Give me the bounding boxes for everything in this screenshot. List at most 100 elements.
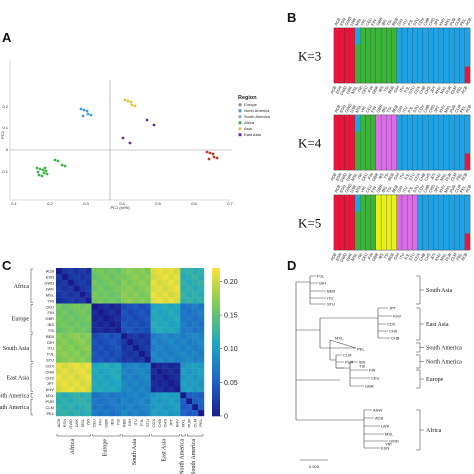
- heatmap-cell: [109, 386, 116, 393]
- heatmap-cell: [73, 333, 80, 340]
- heatmap-cell: [168, 303, 175, 310]
- colorbar-segment: [212, 332, 220, 335]
- heatmap-col-label: TSI: [115, 419, 120, 425]
- heatmap-cell: [73, 380, 80, 387]
- heatmap-col-label: KHV: [175, 419, 180, 428]
- heatmap-col-brace: [121, 434, 150, 437]
- heatmap-cell: [144, 303, 151, 310]
- heatmap-cell: [97, 273, 104, 281]
- heatmap-row-group: Europe: [12, 316, 30, 322]
- heatmap-cell: [97, 303, 104, 310]
- heatmap-cell: [115, 297, 122, 304]
- heatmap-cell: [91, 303, 98, 310]
- heatmap-cell: [180, 268, 187, 275]
- heatmap-cell: [67, 380, 74, 387]
- heatmap-cell: [121, 350, 128, 357]
- admix-pop-label: IBS: [377, 252, 385, 260]
- pca-point: [205, 150, 209, 154]
- heatmap-cell: [103, 339, 110, 346]
- heatmap-cell: [168, 374, 175, 381]
- heatmap-cell: [79, 398, 86, 405]
- admix-pop-label: FIN: [367, 172, 375, 180]
- heatmap-cell: [103, 285, 110, 292]
- heatmap-cell: [115, 344, 122, 352]
- k-label: K=3: [298, 49, 321, 64]
- heatmap-row-brace: [30, 333, 33, 362]
- heatmap-cell: [138, 404, 145, 411]
- heatmap-cell: [56, 380, 63, 387]
- pca-point: [85, 109, 89, 113]
- heatmap-cell: [132, 285, 140, 292]
- heatmap-cell: [67, 356, 74, 363]
- heatmap-cell: [79, 321, 86, 328]
- heatmap-cell: [85, 404, 92, 411]
- colorbar-segment: [212, 322, 220, 326]
- colorbar-tick-label: 0.10: [224, 346, 238, 353]
- heatmap-cell: [144, 268, 151, 275]
- heatmap-cell: [162, 392, 169, 399]
- heatmap-cell: [198, 339, 205, 346]
- admix-pop-label: CEU: [360, 85, 369, 95]
- heatmap-cell: [56, 350, 63, 357]
- heatmap-cell: [73, 350, 80, 357]
- heatmap-row-group: East Asia: [7, 376, 30, 382]
- heatmap-cell: [121, 303, 128, 310]
- heatmap-cell: [198, 309, 205, 316]
- heatmap-cell: [150, 279, 157, 286]
- heatmap-cell: [91, 344, 98, 352]
- admix-pop-label: FIN: [370, 185, 378, 193]
- heatmap-cell: [127, 362, 134, 369]
- heatmap-cell: [79, 297, 86, 304]
- heatmap-col-label: YRI: [86, 419, 91, 426]
- heatmap-cell: [121, 339, 128, 346]
- admix-pop-label: ESN: [334, 252, 342, 262]
- heatmap-cell: [186, 386, 193, 393]
- legend-marker: [238, 109, 242, 113]
- heatmap-cell: [138, 303, 145, 310]
- heatmap-cell: [192, 404, 199, 411]
- heatmap-cell: [144, 339, 151, 346]
- heatmap-cell: [174, 303, 181, 310]
- heatmap-cell: [109, 268, 116, 275]
- pca-point: [126, 99, 130, 103]
- heatmap-cell: [174, 339, 181, 346]
- admix-pop-label: LWK: [349, 183, 358, 193]
- heatmap-cell: [115, 404, 122, 411]
- heatmap-cell: [85, 398, 92, 405]
- heatmap-cell: [97, 279, 104, 286]
- heatmap-row-label: ITU: [48, 346, 55, 351]
- heatmap-cell: [73, 362, 80, 369]
- heatmap-cell: [132, 410, 140, 417]
- heatmap-row-label: GWD: [44, 281, 54, 286]
- clade-label: Africa: [426, 427, 442, 434]
- colorbar-segment: [212, 334, 220, 338]
- heatmap-cell: [73, 344, 80, 352]
- heatmap-cell: [127, 368, 134, 375]
- heatmap-cell: [144, 273, 151, 281]
- heatmap-col-brace: [56, 434, 91, 437]
- heatmap-col-label: PJL: [139, 418, 144, 426]
- admix-pop-label: PEL: [455, 251, 463, 261]
- heatmap-cell: [73, 321, 80, 328]
- admix-pop-label: GIH: [396, 185, 404, 194]
- heatmap-cell: [91, 327, 98, 334]
- heatmap-cell: [168, 386, 175, 393]
- heatmap-cell: [127, 350, 134, 357]
- heatmap-col-label: IBS: [109, 419, 114, 426]
- admix-pop-label: CDX: [413, 85, 422, 95]
- heatmap-cell: [144, 398, 151, 405]
- heatmap-cell: [56, 279, 63, 286]
- heatmap-cell: [168, 327, 175, 334]
- heatmap-cell: [79, 392, 86, 399]
- colorbar-segment: [212, 337, 220, 340]
- heatmap-cell: [168, 279, 175, 286]
- colorbar-segment: [212, 295, 220, 298]
- heatmap-cell: [97, 315, 104, 322]
- heatmap-cell: [174, 273, 181, 281]
- admix-pop-label: CHS: [427, 16, 436, 26]
- admix-pop-label: PUR: [444, 252, 453, 262]
- heatmap-cell: [79, 356, 86, 363]
- heatmap-cell: [115, 291, 122, 298]
- tree-leaf-label: ASW: [373, 408, 382, 413]
- colorbar-segment: [212, 413, 220, 417]
